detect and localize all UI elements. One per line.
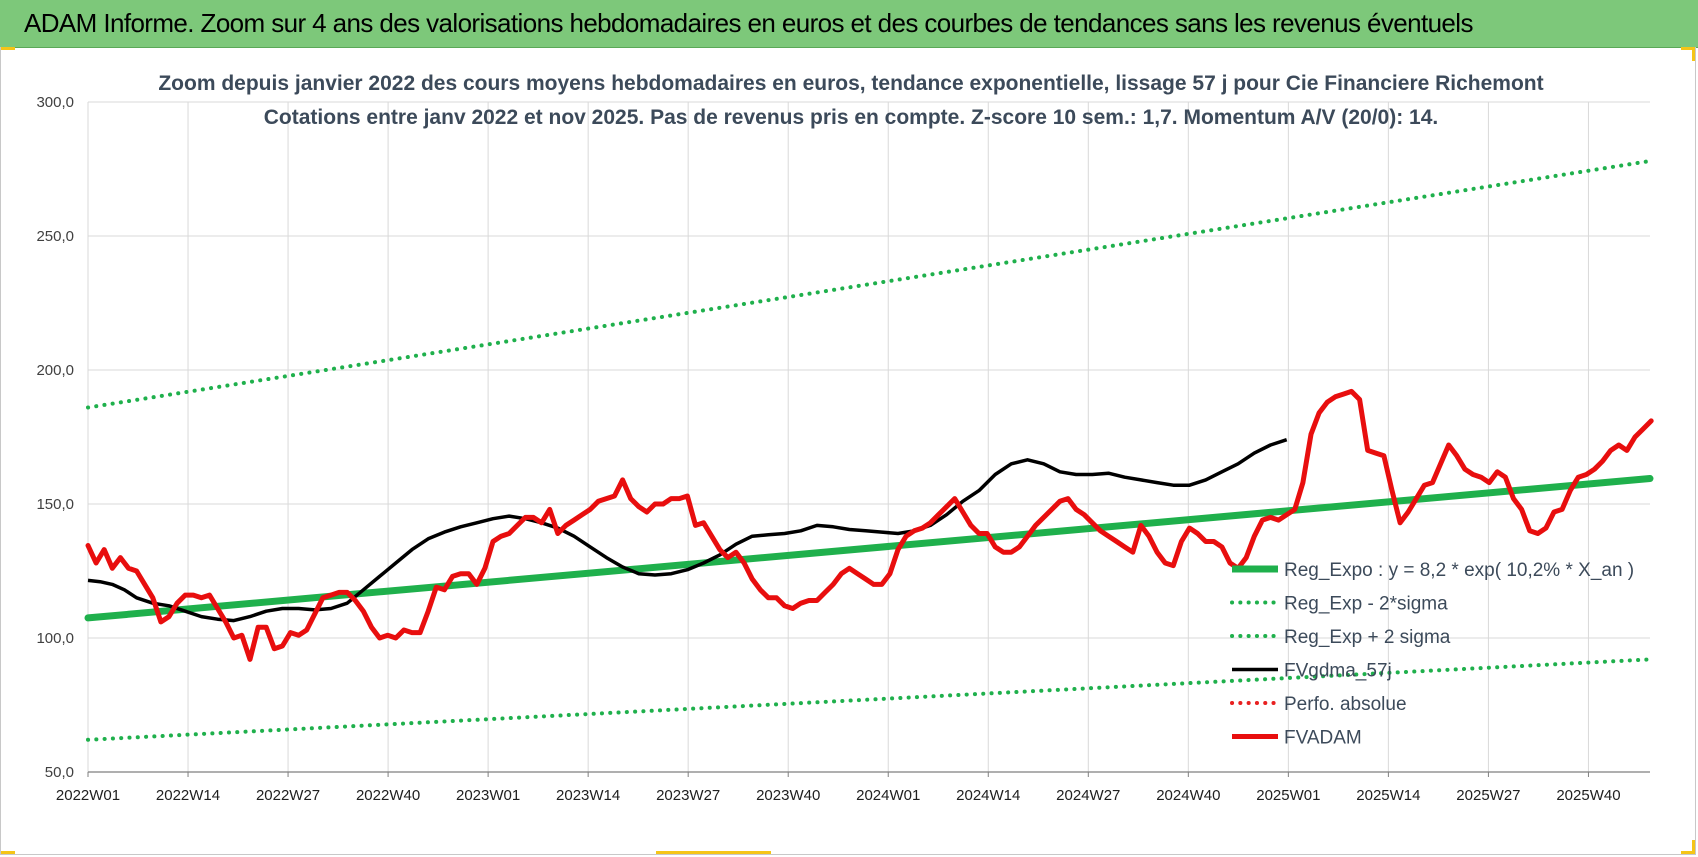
legend-label-reg-exp-2-sigma: Reg_Exp + 2 sigma bbox=[1284, 627, 1451, 648]
x-tick-label: 2024W40 bbox=[1156, 787, 1220, 804]
chart-frame bbox=[0, 47, 1696, 855]
x-tick-label: 2025W27 bbox=[1456, 787, 1520, 804]
series-fvadam bbox=[85, 388, 1654, 662]
x-tick-label: 2022W14 bbox=[156, 787, 220, 804]
corner-mark bbox=[1, 47, 15, 50]
y-tick-label: 250,0 bbox=[36, 228, 74, 245]
legend-label-reg-expo-y-8-2-exp-10-2-x-an: Reg_Expo : y = 8,2 * exp( 10,2% * X_an ) bbox=[1284, 560, 1634, 581]
legend-label-perfo-absolue: Perfo. absolue bbox=[1284, 694, 1407, 715]
chart-subtitle: Cotations entre janv 2022 et nov 2025. P… bbox=[264, 106, 1438, 129]
legend-label-fvadam: FVADAM bbox=[1284, 728, 1362, 749]
legend: Reg_Expo : y = 8,2 * exp( 10,2% * X_an )… bbox=[1230, 560, 1634, 749]
x-tick-label: 2023W14 bbox=[556, 787, 620, 804]
y-tick-label: 50,0 bbox=[45, 764, 74, 781]
y-tick-label: 150,0 bbox=[36, 496, 74, 513]
chart-title: Zoom depuis janvier 2022 des cours moyen… bbox=[158, 72, 1543, 95]
legend-label-fvgdma-57j: FVgdma_57j bbox=[1284, 661, 1392, 682]
legend-label-reg-exp-2-sigma: Reg_Exp - 2*sigma bbox=[1284, 594, 1448, 615]
y-tick-label: 200,0 bbox=[36, 362, 74, 379]
x-tick-label: 2024W14 bbox=[956, 787, 1020, 804]
corner-mark bbox=[1681, 851, 1695, 854]
x-tick-label: 2022W40 bbox=[356, 787, 420, 804]
corner-mark bbox=[1681, 47, 1695, 50]
corner-mark bbox=[1692, 47, 1695, 61]
x-tick-label: 2022W01 bbox=[56, 787, 120, 804]
x-tick-label: 2023W01 bbox=[456, 787, 520, 804]
y-tick-label: 100,0 bbox=[36, 630, 74, 647]
y-tick-label: 300,0 bbox=[36, 94, 74, 111]
x-tick-label: 2025W01 bbox=[1256, 787, 1320, 804]
x-tick-label: 2024W27 bbox=[1056, 787, 1120, 804]
x-tick-label: 2025W14 bbox=[1356, 787, 1420, 804]
report-title: ADAM Informe. Zoom sur 4 ans des valoris… bbox=[24, 8, 1473, 38]
x-tick-label: 2024W01 bbox=[856, 787, 920, 804]
x-tick-label: 2022W27 bbox=[256, 787, 320, 804]
header-bar: ADAM Informe. Zoom sur 4 ans des valoris… bbox=[0, 0, 1698, 48]
selection-mark bbox=[656, 851, 771, 854]
x-tick-label: 2023W40 bbox=[756, 787, 820, 804]
series-fvgdma-57j bbox=[87, 438, 1288, 623]
x-tick-label: 2023W27 bbox=[656, 787, 720, 804]
corner-mark bbox=[1692, 840, 1695, 854]
series-reg-exp-2-sigma bbox=[86, 159, 1652, 410]
series-reg-exp-2-sigma bbox=[86, 657, 1652, 742]
x-tick-label: 2025W40 bbox=[1556, 787, 1620, 804]
corner-mark bbox=[1, 851, 15, 854]
